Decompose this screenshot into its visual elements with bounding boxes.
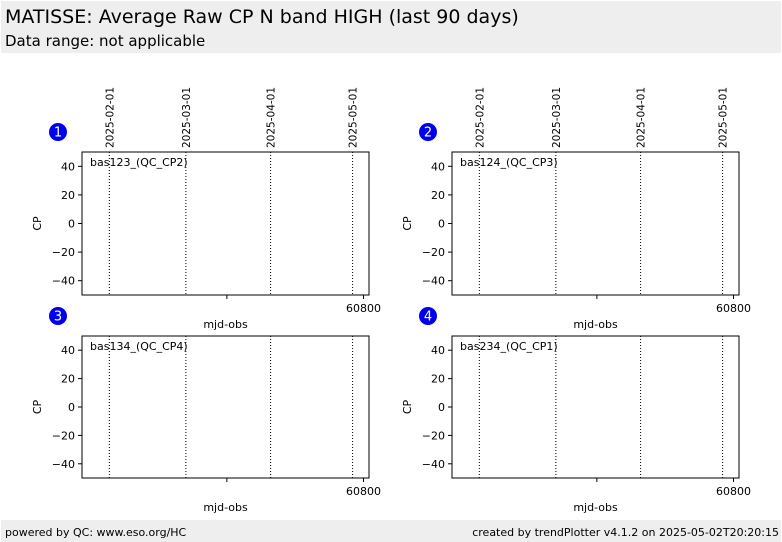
series-label: bas124_(QC_CP3) [460, 156, 558, 169]
y-tick-label: −20 [422, 246, 445, 259]
x-axis-label: mjd-obs [573, 501, 618, 514]
plot-frame [451, 335, 740, 479]
panel-badge-number: 4 [424, 310, 432, 325]
page-title: MATISSE: Average Raw CP N band HIGH (las… [5, 6, 519, 28]
plot-frame [81, 335, 370, 479]
y-axis-label: CP [401, 216, 414, 231]
panel-badge [419, 123, 437, 141]
y-axis-label: CP [31, 216, 44, 231]
series-label: bas134_(QC_CP4) [90, 340, 188, 353]
chart-panel-1: 1 2025-02-01 2025-03-01 2025-04-01 2025-05-0… [31, 87, 381, 331]
footer-credit: powered by QC: www.eso.org/HC [5, 526, 187, 539]
chart-panel-2: 2 2025-02-01 2025-03-01 2025-04-01 2025-05-0… [401, 87, 751, 331]
date-marker-label: 2025-03-01 [181, 87, 193, 148]
date-marker-label: 2025-05-01 [348, 87, 360, 148]
date-marker-label: 2025-03-01 [551, 87, 563, 148]
plot-frame [451, 151, 740, 296]
chart-panel-3: 3 40 20 0 −20 −40 60800 bas134_(QC_CP4) mjd-obs C… [31, 307, 381, 514]
panel-badge [49, 123, 67, 141]
y-tick-label: 0 [438, 401, 445, 414]
date-marker-label: 2025-05-01 [718, 87, 730, 148]
x-tick-label: 60800 [716, 302, 751, 315]
y-tick-label: 0 [438, 218, 445, 231]
y-tick-label: −40 [422, 275, 445, 288]
y-tick-label: 20 [61, 373, 75, 386]
y-tick-label: 20 [61, 189, 75, 202]
x-axis-label: mjd-obs [203, 501, 248, 514]
y-axis-label: CP [401, 399, 414, 414]
x-tick-label: 60800 [346, 485, 381, 498]
panel-badge-number: 3 [54, 310, 62, 325]
date-marker-label: 2025-04-01 [636, 87, 648, 148]
chart-panel-4: 4 40 20 0 −20 −40 60800 bas234_(QC_CP1) mjd-obs C… [401, 307, 751, 514]
y-tick-label: −40 [52, 275, 75, 288]
y-tick-label: −20 [422, 429, 445, 442]
y-tick-label: −20 [52, 429, 75, 442]
y-tick-label: 40 [61, 344, 75, 357]
date-marker-label: 2025-04-01 [266, 87, 278, 148]
series-label: bas123_(QC_CP2) [90, 156, 188, 169]
x-tick-label: 60800 [346, 302, 381, 315]
y-tick-label: 20 [431, 373, 445, 386]
y-tick-label: −20 [52, 246, 75, 259]
series-label: bas234_(QC_CP1) [460, 340, 558, 353]
y-tick-label: −40 [422, 458, 445, 471]
header-bar: MATISSE: Average Raw CP N band HIGH (las… [1, 1, 781, 53]
panel-badge [419, 307, 437, 325]
y-tick-label: 20 [431, 189, 445, 202]
date-marker-label: 2025-02-01 [104, 87, 116, 148]
y-tick-label: −40 [52, 458, 75, 471]
footer-timestamp: created by trendPlotter v4.1.2 on 2025-0… [472, 526, 779, 539]
x-axis-label: mjd-obs [203, 318, 248, 331]
panel-badge [49, 307, 67, 325]
x-axis-label: mjd-obs [573, 318, 618, 331]
panel-badge-number: 1 [54, 126, 62, 141]
y-tick-label: 0 [68, 218, 75, 231]
footer-bar: powered by QC: www.eso.org/HC created by… [1, 520, 781, 542]
y-tick-label: 40 [431, 160, 445, 173]
y-tick-label: 0 [68, 401, 75, 414]
y-axis-label: CP [31, 399, 44, 414]
panel-badge-number: 2 [424, 126, 432, 141]
page-subtitle: Data range: not applicable [5, 32, 206, 50]
x-tick-label: 60800 [716, 485, 751, 498]
plot-frame [81, 151, 370, 296]
date-marker-label: 2025-02-01 [474, 87, 486, 148]
y-tick-label: 40 [431, 344, 445, 357]
y-tick-label: 40 [61, 160, 75, 173]
